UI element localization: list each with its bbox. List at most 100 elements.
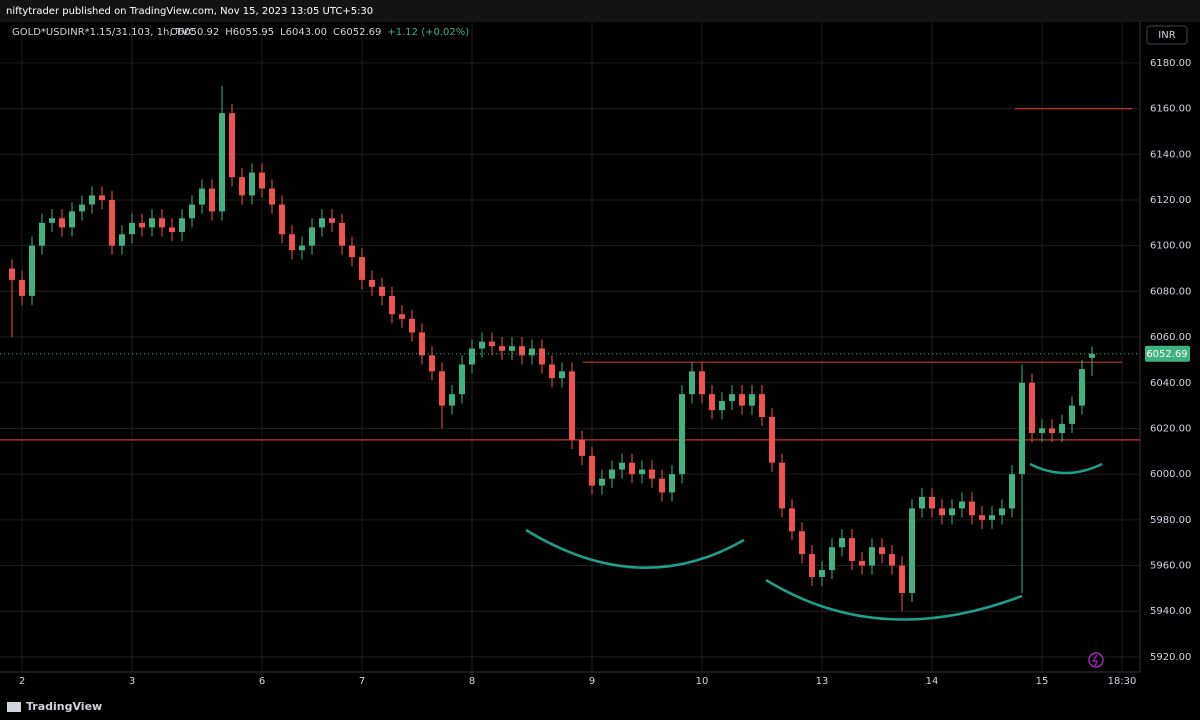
x-tick-label: 3 bbox=[129, 676, 135, 687]
candle-body bbox=[829, 547, 835, 571]
candle-body bbox=[739, 394, 745, 406]
candle-body bbox=[629, 462, 635, 475]
y-tick-label: 6020.00 bbox=[1150, 423, 1191, 434]
candle-body bbox=[289, 234, 295, 251]
currency-box[interactable] bbox=[1146, 25, 1188, 45]
x-tick-label: 8 bbox=[469, 676, 475, 687]
candle-body bbox=[899, 565, 905, 593]
legend-value: O6050.92 bbox=[170, 27, 219, 38]
candle-body bbox=[399, 314, 405, 319]
candle-body bbox=[99, 195, 105, 200]
candle-body bbox=[1089, 353, 1095, 358]
candle-body bbox=[699, 371, 705, 395]
candle-body bbox=[349, 245, 355, 258]
header: niftytrader published on TradingView.com… bbox=[6, 6, 373, 17]
candle-body bbox=[939, 508, 945, 516]
candle-body bbox=[1029, 382, 1035, 434]
brand: TradingView bbox=[7, 700, 102, 713]
candle-body bbox=[39, 222, 45, 246]
candle-body bbox=[969, 501, 975, 516]
legend-value: C6052.69 bbox=[333, 27, 381, 38]
y-tick-label: 5940.00 bbox=[1150, 606, 1191, 617]
y-tick-label: 6000.00 bbox=[1150, 469, 1191, 480]
candle-body bbox=[849, 538, 855, 561]
candle-body bbox=[359, 257, 365, 280]
candle-body bbox=[209, 188, 215, 212]
candle-body bbox=[759, 394, 765, 418]
candle-body bbox=[229, 113, 235, 178]
candle-body bbox=[949, 508, 955, 516]
candle-body bbox=[579, 439, 585, 456]
y-tick-label: 5920.00 bbox=[1150, 652, 1191, 663]
candle-body bbox=[689, 371, 695, 395]
x-tick-label: 10 bbox=[696, 676, 709, 687]
candle-body bbox=[609, 469, 615, 479]
candle-body bbox=[529, 348, 535, 356]
candle-body bbox=[989, 515, 995, 520]
y-tick-label: 6100.00 bbox=[1150, 241, 1191, 252]
candle-body bbox=[29, 245, 35, 296]
arc-drawing bbox=[525, 528, 745, 569]
candle-body bbox=[199, 188, 205, 205]
price-badge bbox=[1145, 345, 1190, 362]
x-tick-label: 13 bbox=[816, 676, 829, 687]
header-bar bbox=[0, 0, 1200, 22]
candle-body bbox=[569, 371, 575, 440]
y-tick-label: 5960.00 bbox=[1150, 561, 1191, 572]
y-tick-label: 6060.00 bbox=[1150, 332, 1191, 343]
candle-body bbox=[839, 538, 845, 548]
x-tick-label: 7 bbox=[359, 676, 365, 687]
candle-body bbox=[869, 547, 875, 566]
candle-body bbox=[269, 188, 275, 205]
currency: INR bbox=[1158, 30, 1175, 41]
candle-body bbox=[1069, 405, 1075, 424]
x-tick-label: 2 bbox=[19, 676, 25, 687]
candle-body bbox=[659, 478, 665, 493]
candle-body bbox=[299, 245, 305, 251]
candle-body bbox=[499, 346, 505, 351]
candle-body bbox=[169, 227, 175, 232]
y-tick-label: 6080.00 bbox=[1150, 286, 1191, 297]
y-tick-label: 6040.00 bbox=[1150, 378, 1191, 389]
plot: 5920.00 5940.00 5960.00 5980.00 6000.00 6020.… bbox=[0, 22, 1191, 687]
candle-body bbox=[379, 286, 385, 296]
candle-body bbox=[1009, 474, 1015, 509]
candle-body bbox=[329, 218, 335, 223]
candle-body bbox=[369, 279, 375, 287]
candle-body bbox=[249, 172, 255, 196]
candle-body bbox=[219, 113, 225, 212]
candle-body bbox=[189, 204, 195, 219]
candle-body bbox=[559, 371, 565, 379]
candle-body bbox=[419, 332, 425, 356]
candle-body bbox=[1049, 428, 1055, 434]
candle-body bbox=[719, 401, 725, 411]
candle-body bbox=[539, 348, 545, 365]
candle-body bbox=[1019, 382, 1025, 475]
x-tick-label: 15 bbox=[1036, 676, 1049, 687]
candle-body bbox=[49, 218, 55, 223]
x-tick-label: 9 bbox=[589, 676, 595, 687]
candle-body bbox=[589, 455, 595, 486]
candle-body bbox=[9, 268, 15, 280]
candle-body bbox=[59, 218, 65, 228]
candle-body bbox=[909, 508, 915, 593]
candle-body bbox=[749, 394, 755, 406]
candle-body bbox=[779, 462, 785, 509]
candle-body bbox=[309, 227, 315, 246]
candle-body bbox=[389, 295, 395, 315]
legend-value: +1.12 (+0.02%) bbox=[387, 27, 469, 38]
candle-body bbox=[999, 508, 1005, 516]
y-tick-label: 6160.00 bbox=[1150, 104, 1191, 115]
candle-body bbox=[119, 234, 125, 246]
candle-body bbox=[139, 222, 145, 228]
candle-body bbox=[599, 478, 605, 486]
candle-body bbox=[669, 474, 675, 493]
y-tick-label: 6180.00 bbox=[1150, 58, 1191, 69]
candle-body bbox=[259, 172, 265, 189]
alert-icon[interactable] bbox=[1088, 652, 1104, 668]
candle-body bbox=[729, 394, 735, 402]
candle-body bbox=[1079, 369, 1085, 406]
alert-icon-bolt bbox=[1091, 654, 1098, 667]
